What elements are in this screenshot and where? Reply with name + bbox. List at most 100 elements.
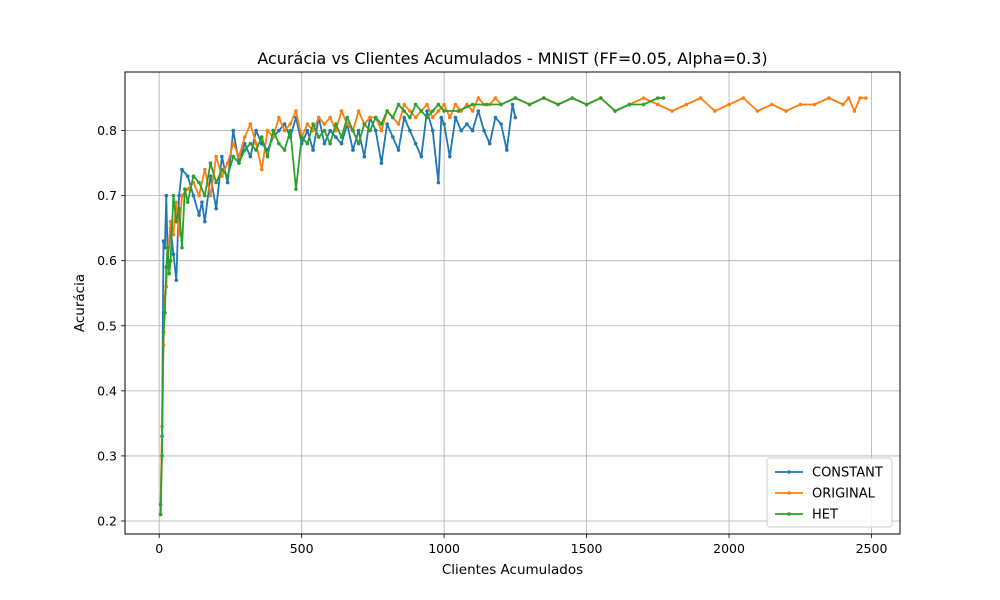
- y-tick-label: 0.3: [97, 448, 117, 463]
- data-point: [584, 102, 589, 107]
- data-point: [185, 174, 190, 178]
- data-point: [259, 135, 264, 139]
- data-point: [391, 115, 395, 120]
- legend-marker: [787, 470, 791, 474]
- data-point: [197, 180, 201, 185]
- data-point: [237, 154, 241, 159]
- data-point: [202, 193, 207, 198]
- data-point: [220, 154, 224, 159]
- data-point: [385, 109, 389, 113]
- data-point: [641, 96, 646, 100]
- data-point: [425, 115, 429, 120]
- data-point: [167, 271, 171, 276]
- y-tick-label: 0.7: [97, 188, 117, 203]
- series-het: [158, 96, 666, 517]
- data-point: [231, 128, 236, 133]
- data-point: [470, 109, 475, 113]
- data-point: [208, 193, 213, 198]
- data-point: [448, 115, 452, 120]
- data-point: [248, 154, 253, 159]
- data-point: [158, 512, 163, 517]
- data-point: [259, 167, 264, 172]
- data-point: [712, 109, 717, 113]
- legend-entry-het: HET: [775, 508, 838, 523]
- data-point: [214, 154, 218, 159]
- data-point: [442, 122, 446, 126]
- data-point: [499, 102, 503, 107]
- data-point: [499, 122, 503, 126]
- y-tick-label: 0.4: [97, 383, 117, 398]
- data-point: [527, 102, 532, 107]
- data-point: [197, 213, 201, 217]
- data-point: [242, 148, 247, 152]
- data-point: [334, 135, 338, 139]
- data-point: [299, 135, 304, 139]
- data-point: [254, 128, 258, 133]
- data-point: [656, 102, 660, 107]
- data-point: [197, 193, 201, 198]
- data-point: [362, 154, 367, 159]
- data-point: [220, 167, 224, 172]
- data-point: [419, 109, 424, 113]
- data-point: [177, 206, 181, 211]
- data-point: [379, 128, 384, 133]
- data-point: [161, 239, 166, 243]
- data-point: [864, 96, 868, 100]
- data-point: [231, 154, 236, 159]
- y-tick-label: 0.6: [97, 253, 117, 268]
- data-point: [168, 258, 173, 263]
- data-point: [413, 141, 418, 146]
- data-point: [339, 109, 344, 113]
- data-point: [322, 128, 327, 133]
- data-point: [225, 174, 230, 178]
- data-point: [362, 122, 367, 126]
- data-point: [248, 141, 253, 146]
- data-point: [163, 310, 167, 315]
- data-point: [487, 141, 492, 146]
- data-point: [282, 128, 287, 133]
- data-point: [305, 122, 310, 126]
- data-point: [164, 193, 169, 198]
- data-point: [191, 174, 196, 178]
- data-point: [183, 187, 187, 191]
- data-point: [661, 96, 666, 100]
- data-point: [476, 109, 481, 113]
- data-point: [225, 180, 230, 185]
- data-point: [282, 148, 287, 152]
- data-point: [174, 219, 179, 224]
- data-point: [396, 122, 401, 126]
- data-point: [396, 102, 401, 107]
- data-point: [379, 122, 384, 126]
- data-point: [470, 128, 475, 133]
- data-point: [641, 102, 646, 107]
- data-point: [425, 109, 429, 113]
- data-point: [202, 167, 207, 172]
- data-point: [328, 128, 332, 133]
- data-point: [180, 245, 184, 250]
- data-point: [165, 245, 170, 250]
- data-point: [439, 115, 444, 120]
- data-point: [846, 96, 851, 100]
- data-point: [841, 102, 845, 107]
- data-point: [288, 128, 293, 133]
- series-constant: [158, 102, 518, 507]
- data-point: [277, 141, 281, 146]
- data-point: [453, 102, 458, 107]
- data-point: [408, 115, 412, 120]
- data-point: [513, 96, 518, 100]
- data-point: [185, 187, 190, 191]
- data-point: [161, 330, 166, 335]
- data-point: [351, 148, 355, 152]
- data-point: [254, 148, 258, 152]
- legend-entry-original: ORIGINAL: [775, 487, 876, 502]
- data-point: [311, 148, 315, 152]
- data-point: [220, 174, 224, 178]
- x-tick-label: 500: [290, 541, 314, 556]
- data-point: [231, 141, 236, 146]
- data-point: [368, 128, 372, 133]
- data-point: [265, 128, 270, 133]
- ticks: 0 500 1000 1500 2000 2500 0.2 0.3 0.4 0.5 0.6 0.7 0.…: [97, 123, 887, 556]
- data-point: [482, 128, 486, 133]
- y-tick-label: 0.8: [97, 123, 117, 138]
- data-point: [408, 128, 412, 133]
